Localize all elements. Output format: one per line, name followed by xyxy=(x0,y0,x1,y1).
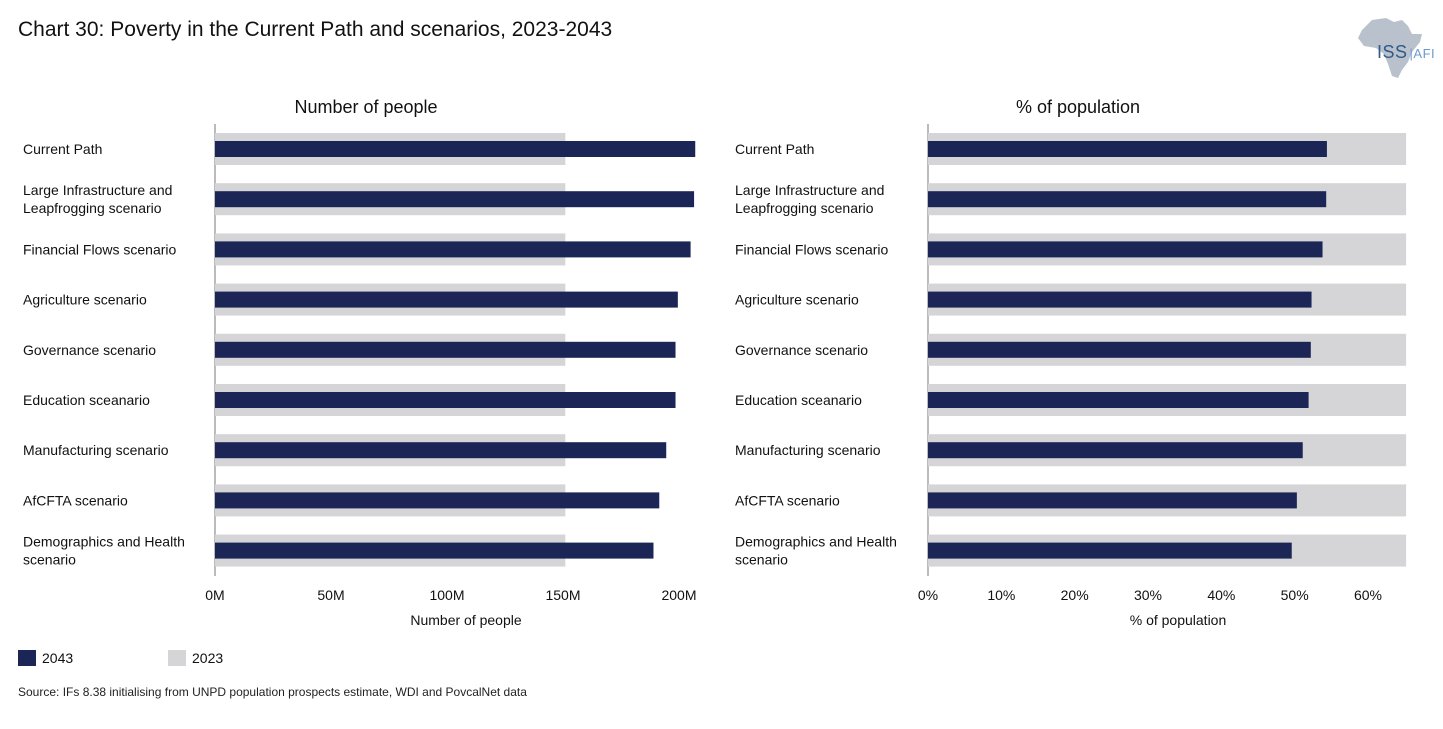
bar-2043-2-1 xyxy=(928,141,1327,157)
bar-2043-1-9 xyxy=(215,542,654,559)
source-note: Source: IFs 8.38 initialising from UNPD … xyxy=(18,685,527,699)
bar-2043-1-2 xyxy=(215,191,695,208)
bar-2043-1-8 xyxy=(215,492,660,509)
category-label: Education sceanario xyxy=(735,392,862,408)
category-label: Education sceanario xyxy=(23,392,150,408)
category-label: Financial Flows scenario xyxy=(735,241,888,257)
x-tick-label: 30% xyxy=(1134,587,1162,603)
legend-item-2043: 2043 xyxy=(18,650,73,666)
x-tick-label: 0% xyxy=(918,587,938,603)
category-label: Demographics and Health scenario xyxy=(23,534,185,568)
x-tick-label: 20% xyxy=(1061,587,1089,603)
category-label: Agriculture scenario xyxy=(735,292,859,308)
x-axis-label-1: Number of people xyxy=(410,612,522,628)
chart-title: Chart 30: Poverty in the Current Path an… xyxy=(18,18,613,41)
bar-2043-2-3 xyxy=(928,241,1323,258)
category-label: AfCFTA scenario xyxy=(735,492,840,508)
category-label: AfCFTA scenario xyxy=(23,492,128,508)
x-tick-label: 50% xyxy=(1281,587,1309,603)
category-label: Manufacturing scenario xyxy=(23,442,169,458)
bar-2043-1-1 xyxy=(215,141,696,157)
panel-title-1: Number of people xyxy=(294,97,437,117)
category-label: Financial Flows scenario xyxy=(23,241,176,257)
legend-label-2023: 2023 xyxy=(192,650,224,666)
category-label: Large Infrastructure and Leapfrogging sce… xyxy=(735,182,884,216)
bar-2043-2-6 xyxy=(928,392,1309,408)
legend-swatch-2043 xyxy=(18,650,36,666)
x-tick-label: 10% xyxy=(987,587,1015,603)
x-axis-label-2: % of population xyxy=(1130,612,1227,628)
bar-2043-1-7 xyxy=(215,442,667,459)
category-label: Manufacturing scenario xyxy=(735,442,881,458)
africa-map-logo-icon xyxy=(1358,18,1422,78)
x-tick-label: 40% xyxy=(1207,587,1235,603)
category-label: Governance scenario xyxy=(23,342,156,358)
bar-2043-1-4 xyxy=(215,291,678,308)
x-tick-label: 50M xyxy=(317,587,344,603)
category-label: Large Infrastructure and Leapfrogging sce… xyxy=(23,182,172,216)
category-label: Current Path xyxy=(735,141,814,157)
bar-2043-2-2 xyxy=(928,191,1327,208)
category-label: Current Path xyxy=(23,141,102,157)
category-label: Demographics and Health scenario xyxy=(735,534,897,568)
category-label: Agriculture scenario xyxy=(23,292,147,308)
x-tick-label: 60% xyxy=(1354,587,1382,603)
bar-2043-2-7 xyxy=(928,442,1303,459)
bar-2043-2-4 xyxy=(928,291,1312,308)
x-tick-label: 150M xyxy=(545,587,580,603)
legend-label-2043: 2043 xyxy=(42,650,74,666)
bar-2043-2-9 xyxy=(928,542,1292,559)
bar-2043-2-8 xyxy=(928,492,1297,509)
bar-2043-1-6 xyxy=(215,392,676,408)
bar-2043-1-3 xyxy=(215,241,691,258)
legend-item-2023: 2023 xyxy=(168,650,223,666)
bar-2043-1-5 xyxy=(215,341,676,358)
legend-swatch-2023 xyxy=(168,650,186,666)
panel-title-2: % of population xyxy=(1016,97,1140,117)
x-tick-label: 200M xyxy=(661,587,696,603)
iss-logo: ISS |AFI xyxy=(1377,42,1436,62)
bar-2043-2-5 xyxy=(928,341,1311,358)
x-tick-label: 100M xyxy=(429,587,464,603)
x-tick-label: 0M xyxy=(205,587,224,603)
category-label: Governance scenario xyxy=(735,342,868,358)
